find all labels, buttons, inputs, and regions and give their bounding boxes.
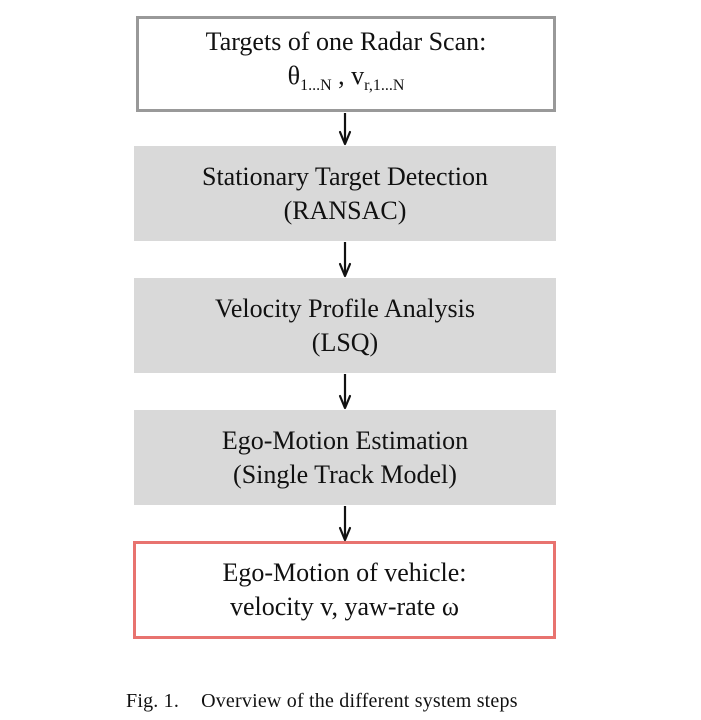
figure-caption-text: Overview of the different system steps <box>201 690 518 712</box>
step3-method: (Single Track Model) <box>233 459 457 489</box>
theta-subscript: 1...N <box>300 77 332 94</box>
output-box-title: Ego-Motion of vehicle: <box>222 558 467 587</box>
step1-title: Stationary Target Detection <box>201 161 489 191</box>
step2-method: (LSQ) <box>311 327 379 357</box>
stationary-target-detection-box: Stationary Target Detection (RANSAC) <box>134 146 556 241</box>
input-box-variables: θ1...N , vr,1...N <box>288 59 405 103</box>
figure-label: Fig. 1. <box>126 690 180 712</box>
output-box-values: velocity v, yaw-rate ω <box>229 592 460 621</box>
arrow-3-head <box>338 394 352 410</box>
arrow-1-head <box>338 130 352 146</box>
variable-separator: , <box>338 61 345 90</box>
arrow-4-head <box>338 526 352 542</box>
v-symbol: v <box>351 61 365 90</box>
step2-title: Velocity Profile Analysis <box>215 293 475 323</box>
step3-title: Ego-Motion Estimation <box>221 425 469 455</box>
output-box: Ego-Motion of vehicle: velocity v, yaw-r… <box>133 541 556 639</box>
figure-caption: Fig. 1. Overview of the different system … <box>126 690 518 713</box>
input-box-title: Targets of one Radar Scan: <box>205 27 487 56</box>
v-subscript: r,1...N <box>364 77 405 94</box>
input-box: Targets of one Radar Scan: θ1...N , vr,1… <box>136 16 556 112</box>
step1-method: (RANSAC) <box>283 195 407 225</box>
theta-symbol: θ <box>287 61 301 90</box>
arrow-2-head <box>338 262 352 278</box>
ego-motion-estimation-box: Ego-Motion Estimation (Single Track Mode… <box>134 410 556 505</box>
velocity-profile-analysis-box: Velocity Profile Analysis (LSQ) <box>134 278 556 373</box>
